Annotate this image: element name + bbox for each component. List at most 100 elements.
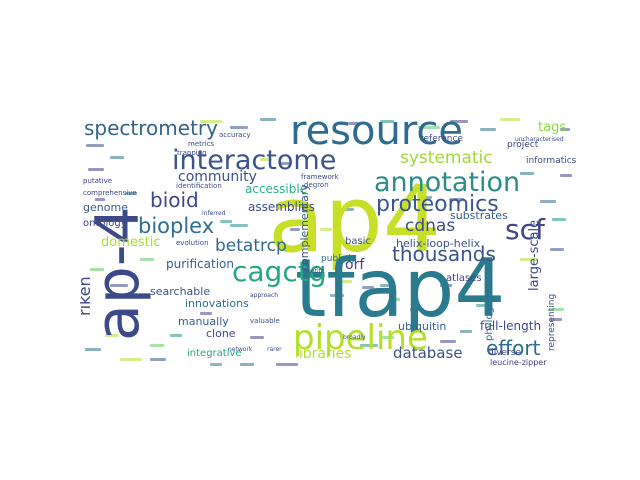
filler-word-mark bbox=[550, 248, 564, 251]
cloud-word-evolution: evolution bbox=[176, 239, 209, 247]
cloud-word-bioid: bioid bbox=[150, 188, 199, 212]
cloud-word-degron: degron bbox=[304, 181, 329, 189]
filler-word-mark bbox=[340, 208, 354, 211]
filler-word-mark bbox=[560, 128, 570, 131]
cloud-word-genome: genome bbox=[83, 201, 128, 214]
cloud-word-database: database bbox=[393, 344, 463, 362]
filler-word-mark bbox=[276, 363, 298, 366]
cloud-word-comprehensive: comprehensive bbox=[83, 189, 137, 197]
filler-word-mark bbox=[380, 284, 392, 287]
filler-word-mark bbox=[125, 192, 137, 195]
filler-word-mark bbox=[260, 118, 276, 121]
cloud-word-phylogenetic: phylogenetic bbox=[484, 276, 495, 341]
cloud-word-broadly: broadly bbox=[343, 334, 366, 341]
cloud-word-reference: reference bbox=[420, 134, 463, 144]
filler-word-mark bbox=[88, 168, 104, 171]
cloud-word-network: network bbox=[228, 346, 253, 353]
filler-word-mark bbox=[460, 330, 472, 333]
cloud-word-interactome: interactome bbox=[172, 145, 336, 176]
cloud-word-orf: orf bbox=[345, 257, 365, 273]
filler-word-mark bbox=[240, 363, 254, 366]
cloud-word-ap4: ap4 bbox=[268, 166, 441, 273]
cloud-word-tfap4: tfap4 bbox=[295, 242, 505, 335]
filler-word-mark bbox=[450, 198, 464, 201]
cloud-word-proteomics: proteomics bbox=[376, 192, 499, 217]
cloud-word-rarer: rarer bbox=[267, 346, 282, 353]
cloud-word-innovations: innovations bbox=[185, 297, 249, 310]
filler-word-mark bbox=[86, 144, 104, 147]
filler-word-mark bbox=[540, 200, 556, 203]
filler-word-mark bbox=[220, 220, 232, 223]
filler-word-mark bbox=[342, 280, 352, 283]
filler-word-mark bbox=[440, 340, 456, 343]
cloud-word-publicly: publicly bbox=[321, 254, 357, 264]
filler-word-mark bbox=[476, 304, 490, 307]
filler-word-mark bbox=[418, 126, 440, 129]
cloud-word-metrics: metrics bbox=[188, 140, 215, 148]
cloud-word-ontology: ontology bbox=[83, 218, 127, 229]
filler-word-mark bbox=[380, 336, 394, 339]
filler-word-mark bbox=[390, 298, 400, 301]
filler-word-mark bbox=[410, 308, 424, 311]
cloud-word-manually: manually bbox=[178, 315, 229, 328]
filler-word-mark bbox=[380, 120, 394, 123]
cloud-word-community: community bbox=[178, 169, 257, 185]
cloud-word-cagctg: cagctg bbox=[232, 255, 326, 288]
filler-word-mark bbox=[105, 334, 119, 337]
filler-word-mark bbox=[170, 334, 182, 337]
filler-word-mark bbox=[480, 128, 496, 131]
filler-word-mark bbox=[230, 126, 248, 129]
cloud-word-complementary: complementary bbox=[298, 184, 311, 271]
filler-word-mark bbox=[90, 268, 104, 271]
filler-word-mark bbox=[280, 162, 290, 165]
cloud-word-scf: scf bbox=[505, 213, 546, 246]
cloud-word-diverse: diverse bbox=[488, 348, 521, 358]
cloud-word-leucine-zipper: leucine-zipper bbox=[490, 358, 547, 367]
cloud-word-riken: riken bbox=[80, 276, 94, 316]
word-cloud: ap4 tfap4 ap-4 resource interactome pipeline a… bbox=[80, 111, 577, 368]
cloud-word-uncharacterised: uncharacterised bbox=[515, 136, 564, 143]
filler-word-mark bbox=[520, 172, 534, 175]
cloud-word-full-length: full-length bbox=[480, 319, 541, 333]
filler-word-mark bbox=[362, 286, 374, 289]
filler-word-mark bbox=[340, 122, 360, 125]
cloud-word-cdnas: cdnas bbox=[405, 216, 455, 236]
cloud-word-searchable: searchable bbox=[150, 285, 210, 298]
cloud-word-large-scale: large-scale bbox=[527, 220, 542, 291]
filler-word-mark bbox=[450, 120, 468, 123]
cloud-word-putative: putative bbox=[83, 177, 112, 185]
cloud-word-ubiquitin: ubiquitin bbox=[398, 320, 446, 333]
cloud-word-framework: framework bbox=[301, 173, 340, 181]
filler-word-mark bbox=[150, 358, 166, 361]
filler-word-mark bbox=[250, 336, 264, 339]
filler-word-mark bbox=[230, 224, 248, 227]
cloud-word-accuracy: accuracy bbox=[219, 131, 251, 139]
cloud-word-representing: representing bbox=[547, 294, 557, 351]
cloud-word-approach: approach bbox=[250, 292, 278, 299]
cloud-word-libraries: libraries bbox=[295, 346, 352, 362]
cloud-word-informatics: informatics bbox=[526, 156, 577, 166]
cloud-word-bioplex: bioplex bbox=[138, 214, 214, 238]
filler-word-mark bbox=[330, 294, 344, 297]
cloud-word-project: project bbox=[507, 140, 539, 150]
filler-word-mark bbox=[440, 284, 452, 287]
filler-word-mark bbox=[210, 363, 222, 366]
filler-word-mark bbox=[95, 198, 105, 201]
cloud-word-accessible: accessible bbox=[245, 182, 307, 196]
cloud-word-helix-loop-helix: helix-loop-helix bbox=[396, 237, 481, 250]
filler-word-mark bbox=[110, 284, 128, 287]
filler-word-mark bbox=[290, 228, 300, 231]
filler-word-mark bbox=[500, 118, 520, 121]
cloud-word-systematic: systematic bbox=[400, 148, 493, 168]
cloud-word-atlases: atlases bbox=[446, 273, 482, 284]
cloud-word-motifs: motifs bbox=[305, 268, 324, 275]
cloud-word-annotation: annotation bbox=[374, 167, 520, 198]
cloud-word-ap-4: ap-4 bbox=[83, 206, 153, 341]
filler-word-mark bbox=[260, 158, 272, 161]
cloud-word-trapping: trapping bbox=[177, 149, 207, 157]
cloud-word-assemblies: assemblies bbox=[248, 200, 315, 214]
filler-word-mark bbox=[85, 348, 101, 351]
cloud-word-betatrcp: betatrcp bbox=[215, 236, 287, 256]
cloud-word-effort: effort bbox=[486, 336, 541, 360]
